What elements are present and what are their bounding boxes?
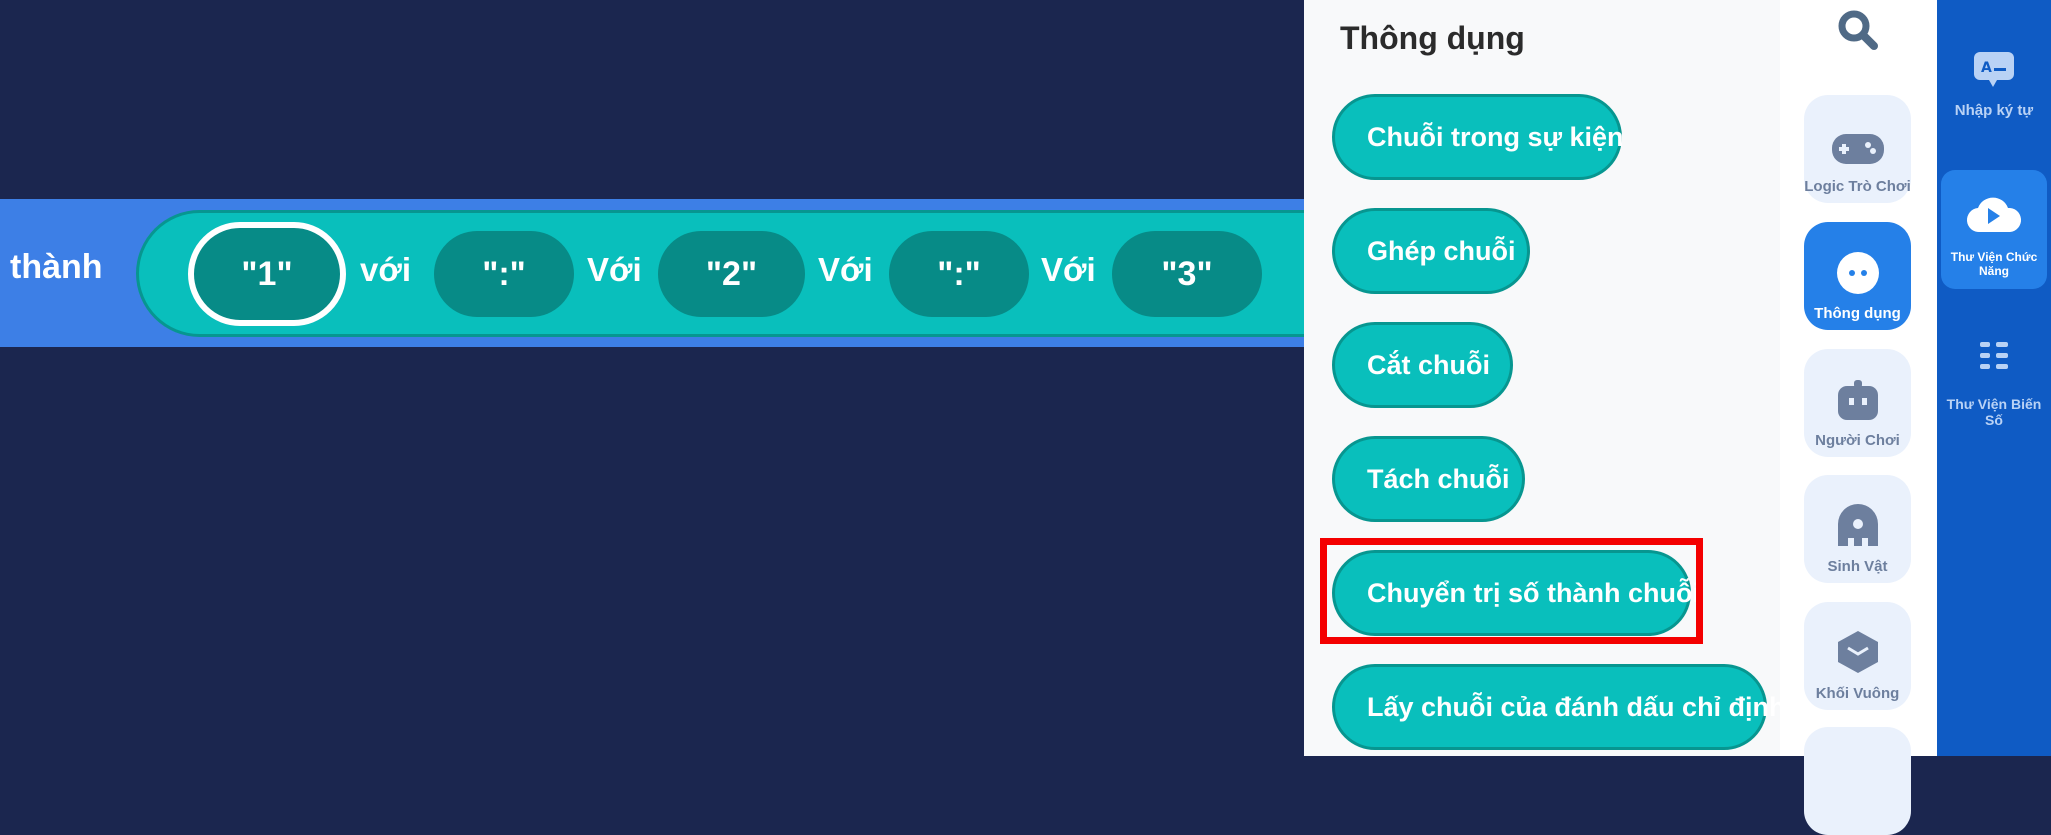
gamepad-icon (1831, 134, 1884, 164)
join-word: Với (587, 251, 642, 288)
text-input-icon: A (1974, 52, 2014, 87)
category-more[interactable] (1804, 727, 1911, 835)
right-sidebar: A Nhập ký tự Thư Viện Chức Năng Thư Viện… (1937, 0, 2051, 756)
join-slot-3[interactable]: "2" (658, 231, 805, 317)
creature-icon (1837, 504, 1878, 546)
category-label: Sinh Vật (1827, 558, 1888, 575)
block-split-string[interactable]: Tách chuỗi (1332, 436, 1525, 522)
sidebar-label: Thư Viện Chức Năng (1950, 250, 2038, 278)
sidebar-function-library[interactable]: Thư Viện Chức Năng (1941, 170, 2047, 289)
list-icon (1980, 342, 2008, 369)
sidebar-label: Thư Viện Biến Số (1946, 396, 2042, 428)
category-creature[interactable]: Sinh Vật (1804, 475, 1911, 583)
category-common[interactable]: Thông dụng (1804, 222, 1911, 330)
search-icon[interactable] (1836, 8, 1880, 52)
sidebar-variable-library[interactable]: Thư Viện Biến Số (1941, 340, 2047, 440)
code-workspace[interactable]: thành "1" với ":" Với "2" Với ":" Với "3… (0, 0, 1336, 756)
palette-title: Thông dụng (1340, 20, 1525, 56)
category-bar: Logic Trò Chơi Thông dụng Người Chơi Sin… (1780, 0, 1937, 835)
sidebar-label: Nhập ký tự (1954, 102, 2034, 119)
category-game-logic[interactable]: Logic Trò Chơi (1804, 95, 1911, 203)
category-label: Khối Vuông (1815, 685, 1900, 702)
block-number-to-string[interactable]: Chuyển trị số thành chuỗi (1332, 550, 1700, 636)
dots-icon (1836, 252, 1879, 294)
join-word: Với (1041, 251, 1096, 288)
join-slot-5[interactable]: "3" (1112, 231, 1262, 317)
category-label: Người Chơi (1815, 432, 1900, 449)
cube-icon (1837, 631, 1878, 673)
category-label: Logic Trò Chơi (1804, 178, 1911, 195)
join-word: Với (818, 251, 873, 288)
join-slot-4[interactable]: ":" (889, 231, 1029, 317)
highlight-box (1320, 538, 1703, 644)
svg-text:A: A (1981, 60, 1992, 76)
join-word: với (360, 251, 411, 288)
cloud-play-icon (1966, 197, 2022, 233)
category-label: Thông dụng (1814, 305, 1901, 322)
join-slot-2[interactable]: ":" (434, 231, 574, 317)
block-string-in-event[interactable]: Chuỗi trong sự kiện (1332, 94, 1624, 180)
category-player[interactable]: Người Chơi (1804, 349, 1911, 457)
block-label: thành (10, 248, 103, 286)
robot-icon (1837, 380, 1878, 420)
join-slot-1[interactable]: "1" (188, 222, 346, 326)
category-block[interactable]: Khối Vuông (1804, 602, 1911, 710)
sidebar-text-input[interactable]: A Nhập ký tự (1941, 50, 2047, 150)
block-join-string[interactable]: Ghép chuỗi (1332, 208, 1530, 294)
block-cut-string[interactable]: Cắt chuỗi (1332, 322, 1513, 408)
block-get-marker-string[interactable]: Lấy chuỗi của đánh dấu chỉ định (1332, 664, 1786, 750)
